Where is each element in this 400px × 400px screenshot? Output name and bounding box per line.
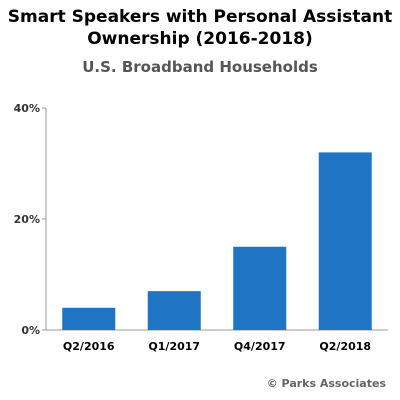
x-tick-label: Q1/2017 (148, 340, 200, 353)
chart-title: Smart Speakers with Personal Assistant O… (0, 6, 400, 50)
y-tick-label: 0% (21, 324, 40, 337)
x-tick-label: Q2/2018 (319, 340, 371, 353)
chart-subtitle: U.S. Broadband Households (82, 58, 318, 76)
x-axis-labels: Q2/2016 Q1/2017 Q4/2017 Q2/2018 (63, 340, 371, 353)
y-tick-label: 40% (14, 102, 40, 115)
chart-title-line-1: Smart Speakers with Personal Assistant (7, 7, 393, 27)
y-axis-ticks: 0% 20% 40% (14, 102, 46, 337)
x-tick-label: Q4/2017 (234, 340, 286, 353)
bar-q4-2017 (233, 246, 287, 330)
bar-q1-2017 (147, 291, 201, 330)
bar-q2-2018 (318, 152, 372, 330)
bars (62, 152, 372, 330)
chart-title-line-2: Ownership (2016-2018) (87, 29, 313, 49)
source-credit: © Parks Associates (266, 377, 386, 390)
x-tick-label: Q2/2016 (63, 340, 115, 353)
y-tick-label: 20% (14, 213, 40, 226)
bar-q2-2016 (62, 307, 116, 330)
